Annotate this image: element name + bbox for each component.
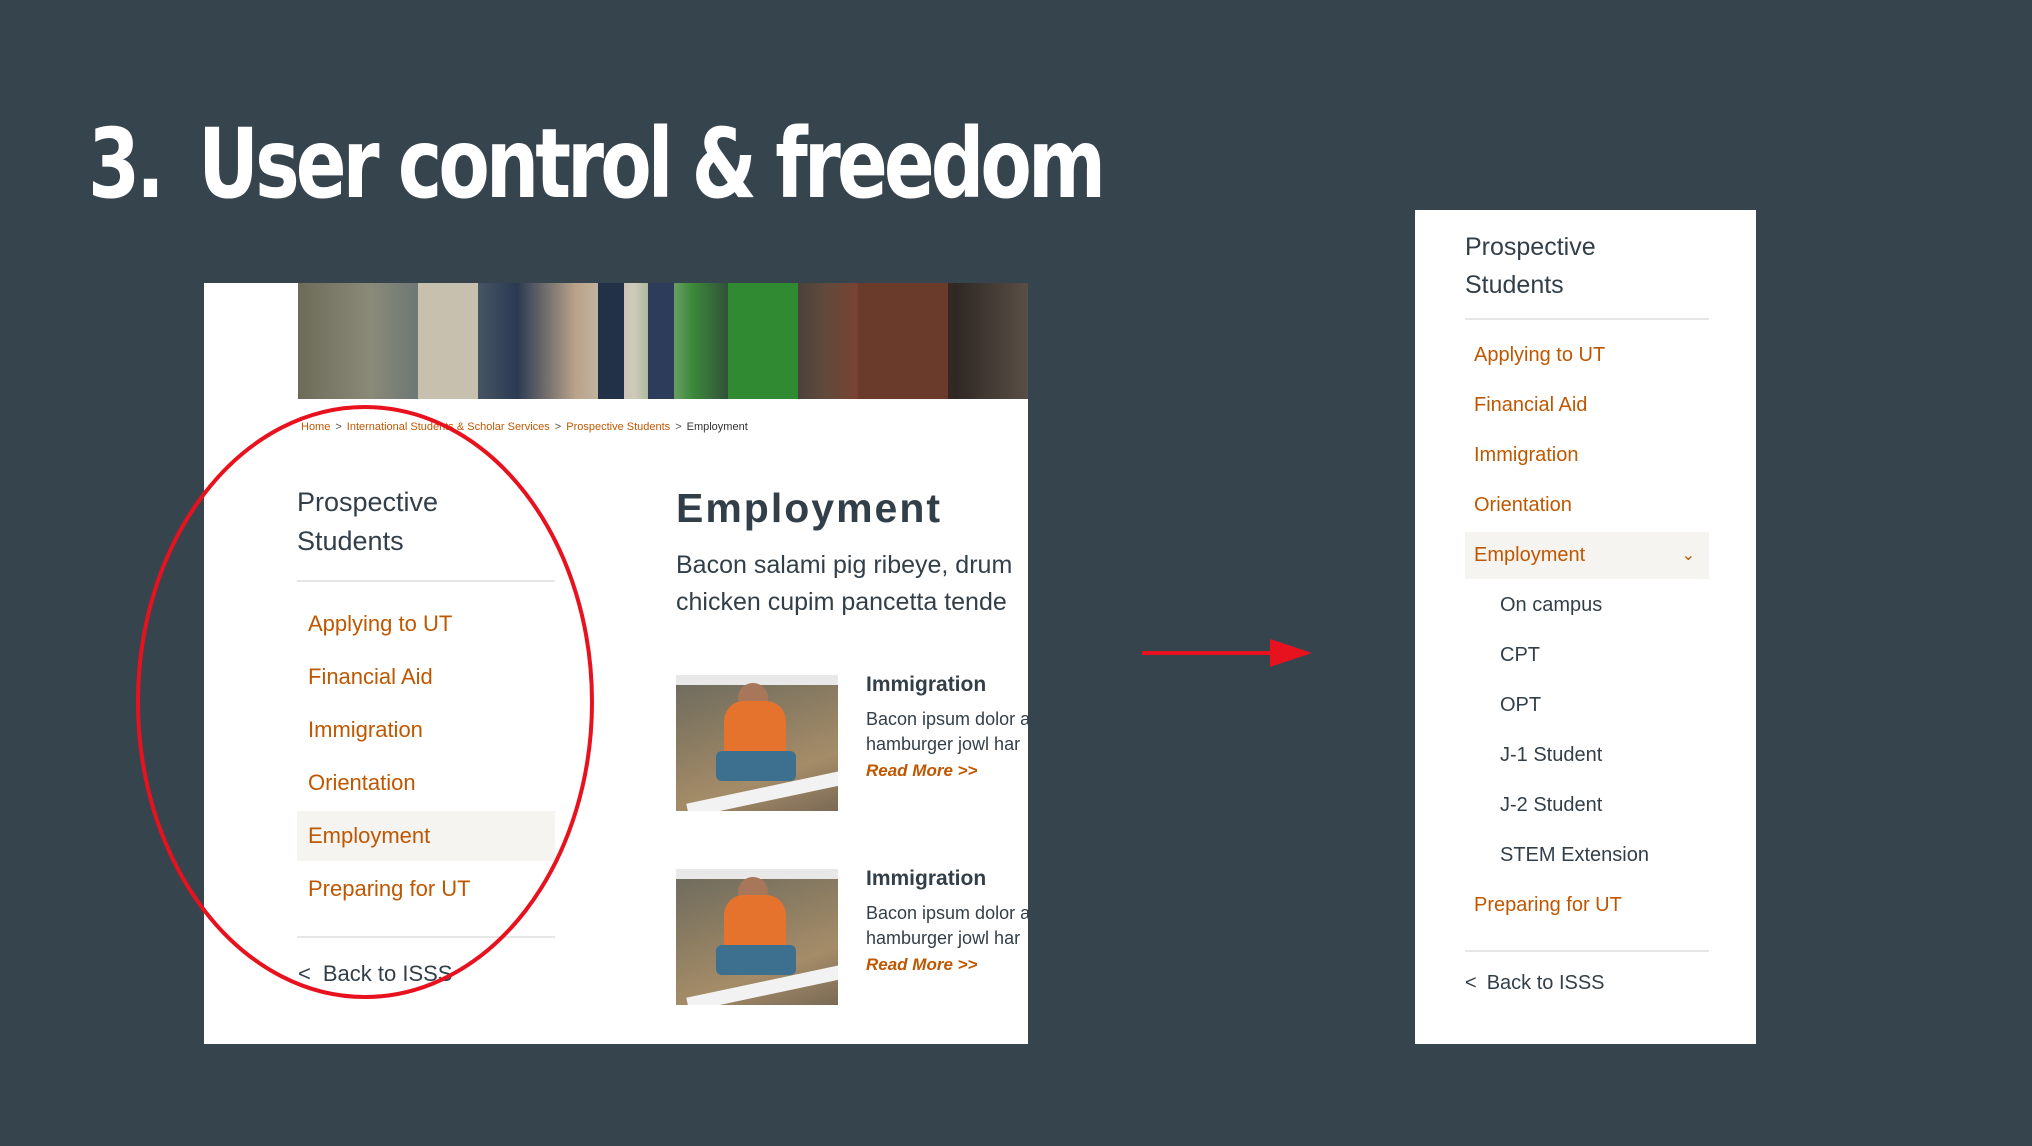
- hero-image: [298, 283, 1028, 399]
- breadcrumb-isss[interactable]: International Students & Scholar Service…: [346, 421, 550, 433]
- sidebar-nav: Applying to UT Financial Aid Immigration…: [297, 599, 555, 917]
- article-thumbnail[interactable]: [676, 675, 838, 811]
- sidebar-subitem-opt[interactable]: OPT: [1500, 694, 1542, 716]
- sidebar-divider: [297, 580, 555, 582]
- sidebar-item-employment-label: Employment: [1474, 544, 1586, 566]
- sidebar-item-immigration[interactable]: Immigration: [1474, 444, 1579, 466]
- excerpt-line1: Bacon ipsum dolor a: [866, 903, 1028, 923]
- sidebar-item-immigration[interactable]: Immigration: [308, 717, 423, 742]
- sidebar-heading-line2: Students: [297, 526, 404, 556]
- breadcrumb-current: Employment: [686, 421, 748, 433]
- article-thumbnail[interactable]: [676, 869, 838, 1005]
- sidebar-heading: Prospective Students: [1465, 228, 1665, 304]
- back-label: Back to ISSS: [1486, 972, 1605, 994]
- sidebar-subitem-j1[interactable]: J-1 Student: [1500, 744, 1603, 766]
- sidebar-item-preparing[interactable]: Preparing for UT: [1474, 894, 1622, 916]
- back-to-isss-link[interactable]: < Back to ISSS: [298, 961, 452, 987]
- sidebar-divider-bottom: [297, 936, 555, 938]
- back-to-isss-link[interactable]: < Back to ISSS: [1465, 972, 1605, 995]
- sidebar-divider: [1465, 318, 1709, 320]
- sidebar-divider-bottom: [1465, 950, 1709, 952]
- sidebar-item-orientation[interactable]: Orientation: [1474, 494, 1572, 516]
- slide-number: 3.: [88, 108, 165, 220]
- chevron-left-icon: <: [1465, 972, 1477, 994]
- sidebar-heading-line1: Prospective: [1465, 233, 1596, 261]
- intro-text: Bacon salami pig ribeye, drum chicken cu…: [676, 547, 1028, 621]
- article-title[interactable]: Immigration: [866, 673, 987, 696]
- arrow-right-icon: [1142, 639, 1312, 667]
- article-excerpt: Bacon ipsum dolor a hamburger jowl har: [866, 707, 1028, 757]
- sidebar-subitem-j2[interactable]: J-2 Student: [1500, 794, 1603, 816]
- article-card: Immigration Bacon ipsum dolor a hamburge…: [676, 673, 1028, 815]
- breadcrumb-prospective[interactable]: Prospective Students: [566, 421, 671, 433]
- sidebar-item-financial-aid[interactable]: Financial Aid: [1474, 394, 1588, 416]
- website-screenshot-before: Home > International Students & Scholar Se…: [204, 283, 1028, 1044]
- read-more-link[interactable]: Read More >>: [866, 761, 978, 780]
- page-title: Employment: [676, 485, 943, 531]
- sidebar-item-financial-aid[interactable]: Financial Aid: [308, 664, 433, 689]
- excerpt-line1: Bacon ipsum dolor a: [866, 709, 1028, 729]
- sidebar-heading-line2: Students: [1465, 271, 1564, 299]
- back-label: Back to ISSS: [322, 961, 453, 986]
- sidebar-heading-line1: Prospective: [297, 487, 439, 517]
- excerpt-line2: hamburger jowl har: [866, 928, 1021, 948]
- sidebar-after: Prospective Students Applying to UT Fina…: [1415, 210, 1756, 1044]
- slide-title: 3. User control & freedom: [88, 108, 1106, 220]
- intro-line2: chicken cupim pancetta tende: [676, 588, 1007, 616]
- sidebar-subitem-cpt[interactable]: CPT: [1500, 644, 1540, 666]
- chevron-left-icon: <: [298, 961, 311, 986]
- sidebar-heading: Prospective Students: [297, 483, 497, 561]
- breadcrumb-home[interactable]: Home: [301, 421, 331, 433]
- slide-heading: User control & freedom: [198, 108, 1106, 220]
- chevron-down-icon[interactable]: ⌄: [1681, 547, 1695, 564]
- article-card: Immigration Bacon ipsum dolor a hamburge…: [676, 867, 1028, 1009]
- excerpt-line2: hamburger jowl har: [866, 734, 1021, 754]
- sidebar-item-employment[interactable]: Employment ⌄: [1465, 532, 1709, 579]
- breadcrumb: Home > International Students & Scholar Se…: [301, 421, 748, 433]
- sidebar-item-preparing[interactable]: Preparing for UT: [308, 876, 471, 901]
- sidebar-item-applying[interactable]: Applying to UT: [308, 611, 453, 636]
- article-title[interactable]: Immigration: [866, 867, 987, 890]
- sidebar-subitem-on-campus[interactable]: On campus: [1500, 594, 1603, 616]
- sidebar-subitem-stem[interactable]: STEM Extension: [1500, 844, 1649, 866]
- sidebar-item-employment[interactable]: Employment: [297, 811, 555, 861]
- article-excerpt: Bacon ipsum dolor a hamburger jowl har: [866, 901, 1028, 951]
- intro-line1: Bacon salami pig ribeye, drum: [676, 551, 1013, 579]
- sidebar-item-applying[interactable]: Applying to UT: [1474, 344, 1606, 366]
- sidebar-item-orientation[interactable]: Orientation: [308, 770, 416, 795]
- read-more-link[interactable]: Read More >>: [866, 955, 978, 974]
- sidebar-nav: Applying to UT Financial Aid Immigration…: [1465, 332, 1709, 932]
